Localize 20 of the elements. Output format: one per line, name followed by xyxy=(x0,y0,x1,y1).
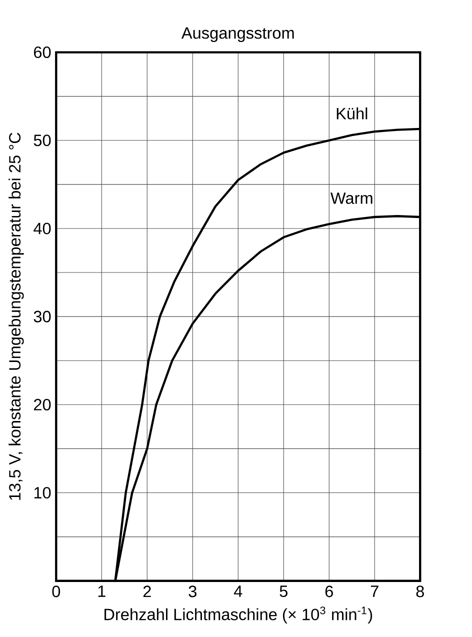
x-tick-label: 4 xyxy=(234,586,242,597)
x-tick-label: 5 xyxy=(280,586,288,598)
series-label: Warm xyxy=(330,192,372,204)
y-axis-title: 13,5 V, konstante Umgebungstemperatur bei 25 °C xyxy=(8,132,24,500)
x-tick-label: 0 xyxy=(52,586,60,598)
chart-title: Ausgangsstrom xyxy=(181,27,294,42)
x-tick-label: 1 xyxy=(98,586,106,597)
series-label: Kühl xyxy=(336,107,367,120)
x-tick-label: 7 xyxy=(370,586,378,597)
x-tick-label: 3 xyxy=(188,586,196,598)
y-tick-label: 20 xyxy=(34,398,50,410)
y-tick-label: 50 xyxy=(34,134,50,146)
x-tick-label: 6 xyxy=(325,586,333,598)
x-axis-title: Drehzahl Lichtmaschine (× 10$^{3}$ min$^{-1}$) xyxy=(104,606,372,624)
x-tick-label: 8 xyxy=(416,586,424,598)
y-tick-label: 10 xyxy=(34,486,50,499)
x-tick-label: 2 xyxy=(143,586,151,598)
y-tick-label: 60 xyxy=(34,46,50,58)
y-tick-label: 30 xyxy=(34,310,50,322)
y-tick-label: 40 xyxy=(33,222,50,234)
